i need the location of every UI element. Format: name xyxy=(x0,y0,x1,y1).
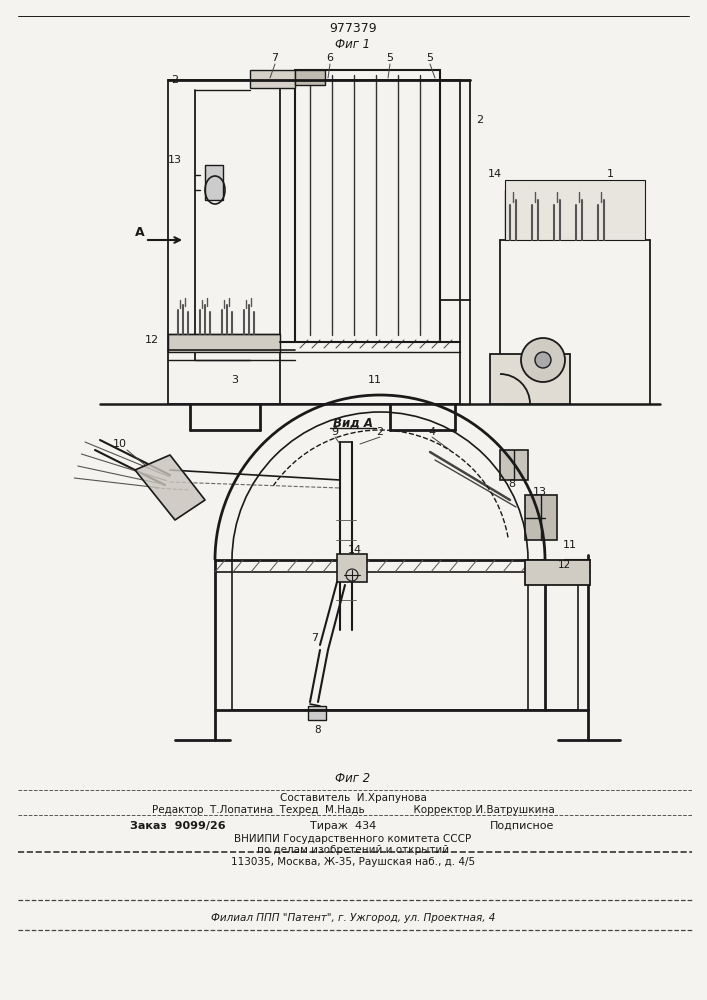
Text: А: А xyxy=(135,226,145,238)
Text: 13: 13 xyxy=(533,487,547,497)
Text: 7: 7 xyxy=(271,53,279,63)
Text: 5: 5 xyxy=(426,53,433,63)
Text: 1: 1 xyxy=(607,169,614,179)
Text: Подписное: Подписное xyxy=(490,821,554,831)
Text: 2: 2 xyxy=(376,427,384,437)
Bar xyxy=(205,165,223,200)
Bar xyxy=(295,70,325,85)
Text: Фиг 1: Фиг 1 xyxy=(335,37,370,50)
Text: Фиг 2: Фиг 2 xyxy=(335,772,370,784)
Bar xyxy=(337,554,367,582)
Circle shape xyxy=(535,352,551,368)
Text: ВНИИПИ Государственного комитета СССР: ВНИИПИ Государственного комитета СССР xyxy=(235,834,472,844)
Text: 8: 8 xyxy=(508,479,515,489)
Text: Тираж  434: Тираж 434 xyxy=(310,821,376,831)
Bar xyxy=(525,560,590,585)
Text: 12: 12 xyxy=(558,560,571,570)
Text: Вид А: Вид А xyxy=(333,416,373,430)
Text: Составитель  И.Храпунова: Составитель И.Храпунова xyxy=(279,793,426,803)
Bar xyxy=(490,354,570,404)
Text: по делам изобретений и открытий: по делам изобретений и открытий xyxy=(257,845,449,855)
Bar xyxy=(168,334,280,352)
Bar xyxy=(250,70,295,88)
Bar xyxy=(500,450,528,480)
Text: 14: 14 xyxy=(488,169,502,179)
Text: Филиал ППП "Патент", г. Ужгород, ул. Проектная, 4: Филиал ППП "Патент", г. Ужгород, ул. Про… xyxy=(211,913,495,923)
Text: 3: 3 xyxy=(231,375,238,385)
Text: Заказ  9099/26: Заказ 9099/26 xyxy=(130,821,226,831)
Text: 8: 8 xyxy=(315,725,321,735)
Text: 6: 6 xyxy=(327,53,334,63)
Text: 2: 2 xyxy=(477,115,484,125)
Bar xyxy=(525,495,557,540)
Text: 2: 2 xyxy=(171,75,179,85)
Text: 977379: 977379 xyxy=(329,22,377,35)
Text: 5: 5 xyxy=(387,53,394,63)
Text: 4: 4 xyxy=(428,427,436,437)
Text: 12: 12 xyxy=(145,335,159,345)
Text: 9: 9 xyxy=(332,427,339,437)
Text: 14: 14 xyxy=(348,545,362,555)
Text: 13: 13 xyxy=(168,155,182,165)
Text: 7: 7 xyxy=(312,633,319,643)
Circle shape xyxy=(521,338,565,382)
Text: 113035, Москва, Ж-35, Раушская наб., д. 4/5: 113035, Москва, Ж-35, Раушская наб., д. … xyxy=(231,857,475,867)
Text: 11: 11 xyxy=(563,540,577,550)
Text: Редактор  Т.Лопатина  Техред  М.Надь               Корректор И.Ватрушкина: Редактор Т.Лопатина Техред М.Надь Коррек… xyxy=(151,805,554,815)
Text: 10: 10 xyxy=(113,439,127,449)
Polygon shape xyxy=(135,455,205,520)
Bar xyxy=(505,180,645,240)
Bar xyxy=(308,706,326,720)
Text: 11: 11 xyxy=(368,375,382,385)
